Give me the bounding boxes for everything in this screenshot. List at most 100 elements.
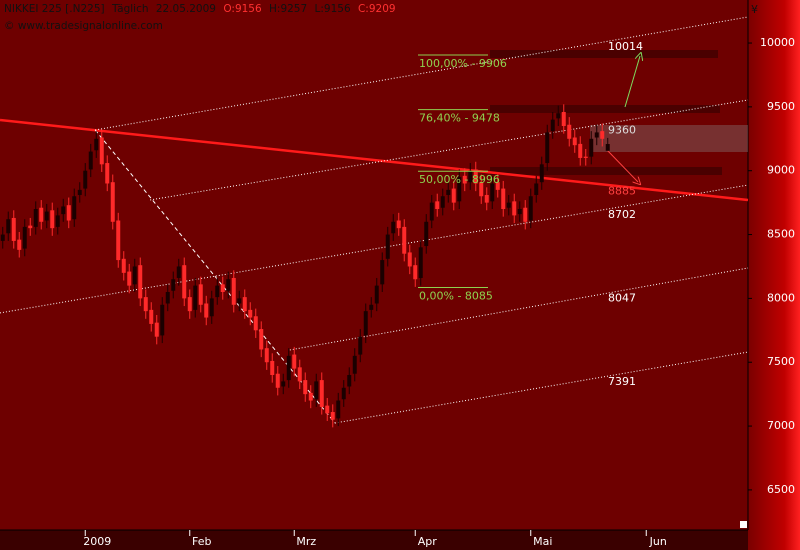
candle-body: [308, 392, 313, 401]
x-tick-label: Mrz: [296, 535, 316, 548]
candle-body: [347, 374, 352, 387]
price-label: 8885: [608, 184, 636, 197]
candle-body: [17, 239, 22, 250]
candle-body: [226, 279, 231, 291]
plot-area: [0, 0, 748, 530]
candle-body: [435, 201, 440, 210]
price-label: 7391: [608, 375, 636, 388]
candle-body: [468, 170, 473, 183]
candle-body: [600, 131, 605, 139]
candle-body: [512, 201, 517, 216]
candle-body: [165, 292, 170, 304]
candle-body: [72, 196, 77, 220]
candle-body: [149, 309, 154, 324]
y-tick-label: 10000: [760, 36, 795, 49]
candle-body: [517, 209, 522, 215]
arrow: [624, 56, 640, 108]
period: Täglich: [111, 3, 149, 15]
candle-body: [11, 217, 16, 241]
candle-body: [605, 144, 610, 151]
candle-body: [391, 221, 396, 234]
candle-body: [99, 137, 104, 165]
candle-body: [215, 285, 220, 298]
zone: [490, 167, 722, 175]
candle-body: [484, 194, 489, 203]
candle-body: [248, 309, 253, 318]
y-tick-label: 7000: [767, 419, 795, 432]
candle-body: [572, 137, 577, 146]
price-axis: [748, 0, 800, 550]
x-tick-label: Jun: [649, 535, 667, 548]
candle-body: [66, 205, 71, 221]
candle-body: [297, 367, 302, 382]
candle-body: [352, 355, 357, 374]
fib-label: 0,00% - 8085: [419, 290, 493, 303]
candle-body: [578, 143, 583, 158]
candle-body: [286, 355, 291, 381]
fib-label: 50,00% - 8996: [419, 173, 500, 186]
currency: ¥: [751, 3, 758, 16]
candle-body: [396, 220, 401, 229]
candle-body: [264, 348, 269, 363]
candle-body: [380, 260, 385, 285]
high-label: H:9257: [269, 3, 308, 15]
candle-body: [385, 234, 390, 259]
candle-body: [176, 266, 181, 278]
trendline: [334, 351, 749, 424]
price-label: 8702: [608, 208, 636, 221]
candle-body: [138, 265, 143, 299]
candle-body: [539, 164, 544, 183]
candle-body: [550, 119, 555, 132]
candle-body: [506, 202, 511, 208]
candle-body: [154, 322, 159, 337]
candle-body: [303, 380, 308, 395]
candle-body: [523, 207, 528, 222]
candle-body: [171, 279, 176, 291]
candle-body: [583, 156, 588, 158]
trendline: [95, 16, 749, 131]
header: NIKKEI 225 [.N225] Täglich 22.05.2009 O:…: [4, 3, 400, 15]
candle-body: [446, 189, 451, 195]
candle-body: [22, 226, 27, 249]
candle-body: [429, 202, 434, 221]
candle-body: [132, 266, 137, 285]
candle-body: [413, 265, 418, 280]
price-label: 9360: [608, 124, 636, 137]
candle-body: [193, 285, 198, 310]
candle-body: [110, 182, 115, 222]
candle-body: [336, 400, 341, 419]
candle-body: [473, 169, 478, 184]
zone: [490, 105, 720, 113]
candle-body: [314, 381, 319, 400]
candle-body: [270, 360, 275, 375]
x-tick-label: Mai: [533, 535, 552, 548]
candle-body: [160, 304, 165, 336]
zone: [590, 125, 748, 152]
candle-body: [33, 209, 38, 227]
arrow: [606, 149, 638, 182]
candle-body: [479, 182, 484, 197]
candle-body: [528, 196, 533, 221]
y-tick-label: 6500: [767, 483, 795, 496]
candle-body: [319, 380, 324, 407]
corner-icon: [740, 521, 747, 528]
y-tick-label: 7500: [767, 355, 795, 368]
close-label: C:9209: [357, 3, 396, 15]
date: 22.05.2009: [155, 3, 216, 15]
price-label: 10014: [608, 40, 643, 53]
low-label: L:9156: [314, 3, 351, 15]
trendline: [289, 267, 749, 351]
candle-body: [198, 284, 203, 305]
candle-body: [242, 297, 247, 312]
candle-body: [116, 220, 121, 261]
candle-body: [204, 303, 209, 318]
candle-body: [490, 183, 495, 202]
candle-body: [440, 196, 445, 208]
open-label: O:9156: [223, 3, 262, 15]
time-axis: [0, 530, 748, 550]
candle-body: [127, 271, 132, 286]
copyright: © www.tradesignalonline.com: [4, 20, 163, 32]
candle-body: [451, 188, 456, 203]
candle-body: [589, 138, 594, 157]
